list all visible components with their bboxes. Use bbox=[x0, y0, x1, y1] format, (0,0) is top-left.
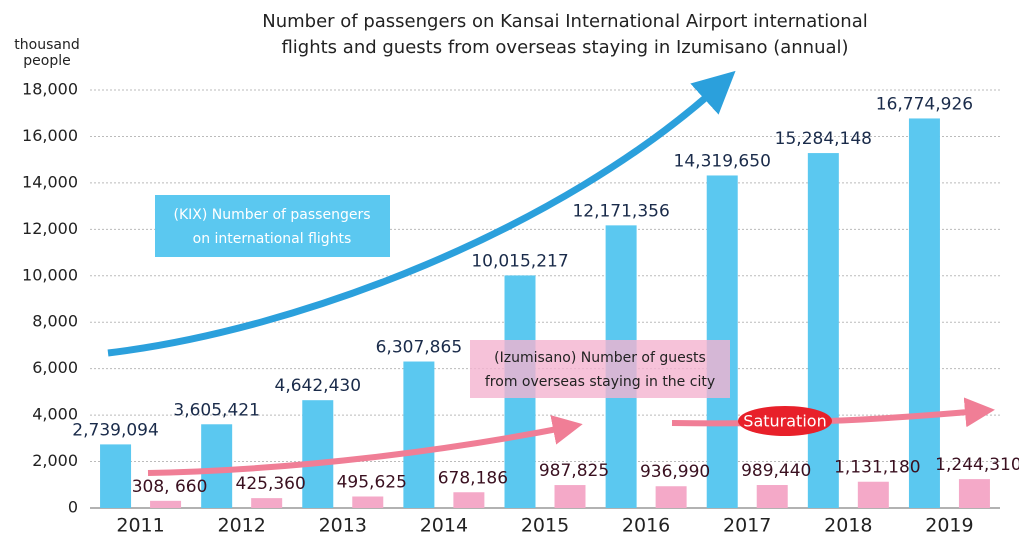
y-tick-label: 12,000 bbox=[22, 219, 78, 238]
bar bbox=[908, 118, 940, 508]
chart-title: flights and guests from overseas staying… bbox=[281, 37, 848, 58]
value-label: 12,171,356 bbox=[572, 201, 669, 221]
value-label: 10,015,217 bbox=[471, 251, 568, 271]
bar bbox=[352, 496, 384, 508]
bar bbox=[302, 400, 334, 508]
bar bbox=[150, 500, 182, 508]
value-label: 1,131,180 bbox=[834, 458, 921, 478]
x-tick-label: 2019 bbox=[925, 515, 973, 537]
bar bbox=[403, 361, 435, 508]
y-tick-label: 14,000 bbox=[22, 172, 78, 191]
x-tick-label: 2018 bbox=[824, 515, 872, 537]
y-tick-label: 8,000 bbox=[32, 312, 78, 331]
value-label: 16,774,926 bbox=[876, 94, 973, 114]
bar bbox=[100, 444, 132, 508]
bar bbox=[201, 424, 233, 508]
value-label: 6,307,865 bbox=[376, 338, 463, 358]
bar bbox=[453, 492, 485, 508]
value-label: 1,244,310 bbox=[935, 455, 1019, 475]
y-tick-label: 18,000 bbox=[22, 80, 78, 99]
annotation: from overseas staying in the city bbox=[485, 374, 715, 390]
x-tick-label: 2015 bbox=[521, 515, 569, 537]
y-tick-label: 2,000 bbox=[32, 451, 78, 470]
value-label: 15,284,148 bbox=[775, 129, 872, 149]
bar bbox=[807, 153, 839, 508]
annotation: on international flights bbox=[193, 231, 352, 247]
value-label: 989,440 bbox=[741, 461, 811, 481]
axis-label: thousand bbox=[14, 37, 79, 53]
value-label: 425,360 bbox=[236, 474, 306, 494]
annotation: (Izumisano) Number of guests bbox=[494, 350, 706, 366]
y-tick-label: 4,000 bbox=[32, 405, 78, 424]
value-label: 987,825 bbox=[539, 461, 609, 481]
bar bbox=[756, 485, 788, 508]
annotation-badge bbox=[738, 406, 832, 436]
value-label: 936,990 bbox=[640, 462, 710, 482]
value-label: 4,642,430 bbox=[275, 376, 362, 396]
chart-title: Number of passengers on Kansai Internati… bbox=[262, 11, 868, 32]
value-label: 308, 660 bbox=[132, 477, 208, 497]
x-tick-label: 2014 bbox=[420, 515, 468, 537]
trend-arrow bbox=[147, 415, 583, 476]
value-label: 3,605,421 bbox=[173, 400, 260, 420]
x-tick-label: 2016 bbox=[622, 515, 670, 537]
bar bbox=[958, 479, 990, 508]
axis-label: people bbox=[23, 53, 70, 69]
bar bbox=[857, 481, 889, 508]
bar bbox=[251, 498, 283, 508]
annotation: Saturation bbox=[743, 412, 826, 431]
trend-arrow bbox=[107, 70, 736, 357]
value-label: 14,319,650 bbox=[674, 151, 771, 171]
y-tick-label: 10,000 bbox=[22, 265, 78, 284]
bar bbox=[655, 486, 687, 508]
annotation-box bbox=[470, 340, 730, 398]
annotation: (KIX) Number of passengers bbox=[174, 207, 371, 223]
x-tick-label: 2013 bbox=[319, 515, 367, 537]
value-label: 495,625 bbox=[337, 472, 407, 492]
y-tick-label: 16,000 bbox=[22, 126, 78, 145]
x-tick-label: 2017 bbox=[723, 515, 771, 537]
y-tick-label: 6,000 bbox=[32, 358, 78, 377]
bar bbox=[554, 485, 586, 508]
y-tick-label: 0 bbox=[68, 498, 78, 517]
annotation-box bbox=[155, 195, 390, 257]
value-label: 2,739,094 bbox=[72, 420, 159, 440]
value-label: 678,186 bbox=[438, 468, 508, 488]
trend-arrow bbox=[671, 397, 995, 428]
x-tick-label: 2011 bbox=[116, 515, 164, 537]
x-tick-label: 2012 bbox=[217, 515, 265, 537]
